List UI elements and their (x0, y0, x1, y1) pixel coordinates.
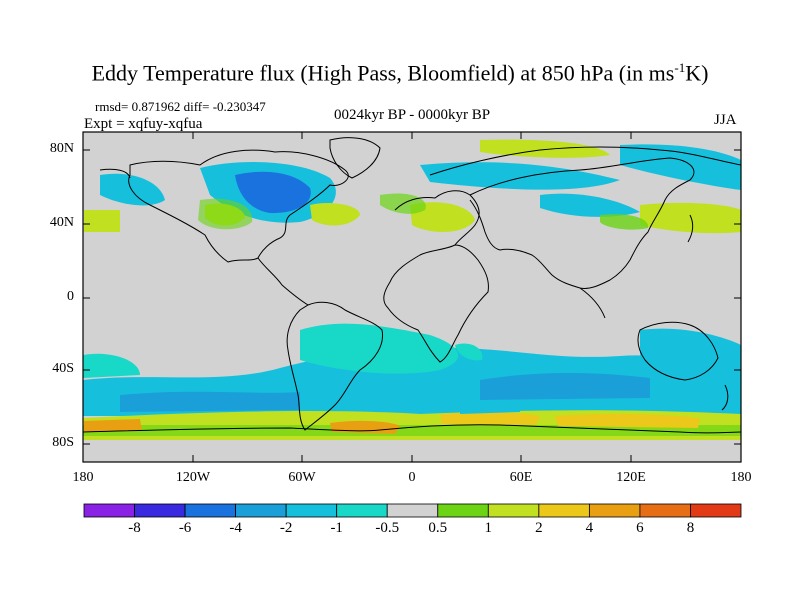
australia-cyan (640, 328, 741, 380)
colorbar-swatch (588, 503, 641, 518)
indian-ocean-cyan (480, 373, 650, 400)
coast-south-america (286, 301, 384, 431)
lat-label-80s: 80S (52, 435, 74, 450)
colorbar-swatch (184, 503, 237, 518)
coast-indochina (579, 287, 606, 319)
coast-antarctica (83, 424, 741, 434)
antarctic-orange-3 (440, 412, 540, 425)
rmsd-text: rmsd= 0.871962 diff= -0.230347 (95, 99, 266, 114)
colorbar-label: -2 (279, 520, 293, 536)
colorbar-swatch (386, 503, 439, 518)
lat-label-40n: 40N (49, 215, 74, 230)
north-pacific-green (198, 198, 253, 230)
antarctic-orange-1 (84, 419, 142, 432)
lon-label-120e: 120E (616, 470, 646, 485)
period-label: 0024kyr BP - 0000kyr BP (333, 107, 491, 123)
colorbar-label: 6 (636, 520, 644, 536)
lat-label-80n: 80N (49, 141, 74, 156)
colorbar-swatch (487, 503, 540, 518)
coast-europe-africa (383, 190, 489, 363)
south-pacific-cyan (120, 391, 300, 412)
siberia-cyan (420, 162, 620, 190)
colorbar-label: -8 (128, 520, 141, 536)
asia-cyan (540, 193, 640, 217)
lon-label-120w: 120W (175, 470, 211, 485)
lon-label-60e: 60E (509, 470, 533, 485)
colorbar-label: 2 (535, 520, 543, 536)
west-atlantic-green-1 (84, 210, 120, 232)
east-pacific-cyan (100, 173, 165, 206)
north-pacific-east-green (640, 202, 741, 234)
north-atlantic-yellow (310, 203, 360, 226)
colorbar-label: -6 (178, 520, 192, 536)
colorbar-swatch (690, 503, 742, 518)
antarctic-orange-4 (555, 413, 700, 428)
colorbar-label: 1 (484, 520, 493, 536)
colorbar-swatch (235, 503, 287, 518)
map-field (83, 132, 741, 462)
coast-siberia (429, 146, 741, 176)
europe-yellow (410, 202, 475, 232)
lat-label-40s: 40S (52, 361, 74, 376)
coast-japan (687, 214, 694, 243)
lon-label-180w: 180 (72, 470, 94, 485)
colorbar-swatch (83, 503, 135, 518)
colorbar-label: -4 (229, 520, 242, 536)
colorbar-swatch (285, 503, 338, 518)
colorbar-swatch (336, 503, 388, 518)
colorbar-swatch (134, 503, 186, 518)
arctic-cyan (620, 144, 741, 190)
colorbar-label: 4 (585, 520, 594, 536)
colorbar-label: 8 (686, 520, 695, 536)
pacific-tropical-cyan (83, 353, 140, 378)
colorbar-swatch (639, 503, 691, 518)
lon-label-60w: 60W (288, 470, 316, 485)
antarctic-cyan-patch (460, 404, 520, 414)
coast-north-america (128, 149, 349, 263)
colorbar (83, 503, 742, 518)
coast-alaska (99, 168, 131, 179)
lon-label-180e: 180 (730, 470, 752, 485)
coast-central-america (257, 257, 309, 306)
colorbar-label: -1 (330, 520, 343, 536)
coastlines (83, 137, 741, 434)
colorbar-label: 0.5 (428, 520, 448, 536)
experiment-label: Expt = xqfuy-xqfua (84, 116, 203, 132)
colorbar-label: -0.5 (375, 520, 400, 536)
axis-ticks (83, 132, 741, 462)
coast-australia (637, 321, 719, 381)
arctic-green (480, 139, 610, 158)
coast-new-zealand (721, 384, 729, 411)
east-africa-cyan (455, 343, 483, 361)
lon-label-0: 0 (408, 470, 416, 485)
coast-greenland (329, 137, 381, 179)
coast-asia (469, 157, 695, 289)
colorbar-swatch (437, 503, 489, 518)
north-america-blue (235, 171, 311, 214)
lat-label-0: 0 (67, 289, 74, 304)
figure-title: Eddy Temperature flux (High Pass, Bloomf… (91, 60, 709, 86)
north-pacific-east-green-2 (600, 214, 649, 230)
season-label: JJA (714, 112, 737, 128)
colorbar-swatch (538, 503, 590, 518)
